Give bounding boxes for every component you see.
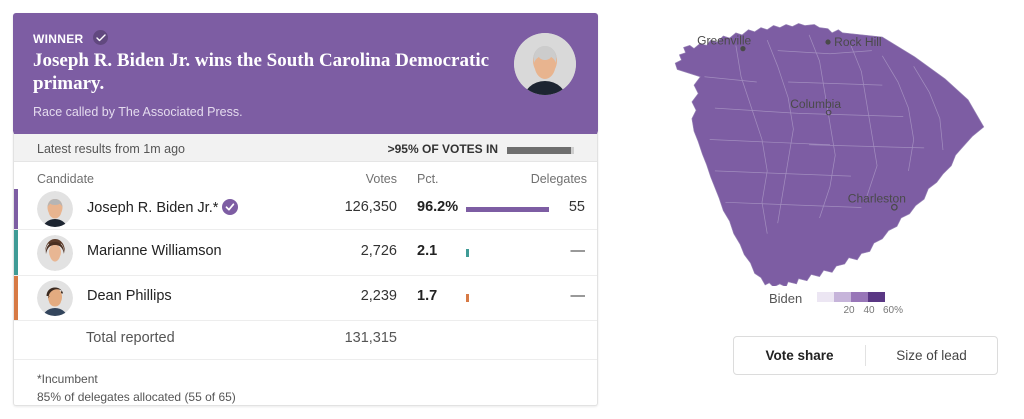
svg-text:Rock Hill: Rock Hill	[834, 35, 881, 49]
svg-text:Greenville: Greenville	[697, 33, 751, 47]
svg-text:Columbia: Columbia	[790, 97, 841, 111]
svg-text:Charleston: Charleston	[848, 191, 906, 205]
